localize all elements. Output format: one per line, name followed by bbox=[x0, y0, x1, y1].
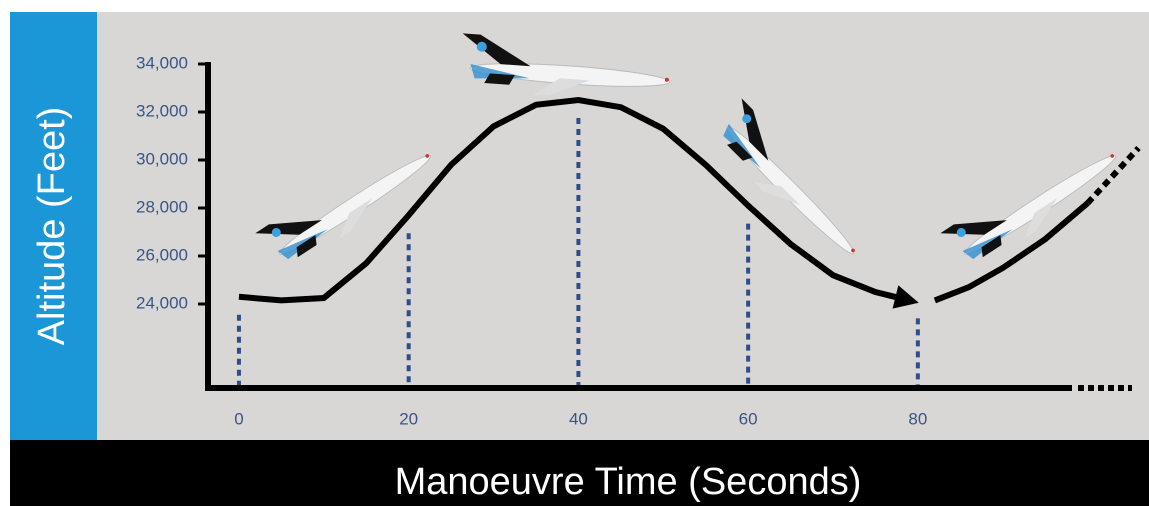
chart: Altitude (Feet) Manoeuvre Time (Seconds)… bbox=[0, 0, 1149, 506]
y-tick-label: 34,000 bbox=[136, 53, 188, 72]
y-tick-label: 28,000 bbox=[136, 197, 188, 216]
y-tick-label: 26,000 bbox=[136, 245, 188, 264]
y-tick-label: 32,000 bbox=[136, 101, 188, 120]
x-tick-label: 80 bbox=[908, 409, 927, 428]
y-tick-label: 24,000 bbox=[136, 293, 188, 312]
y-axis-label: Altitude (Feet) bbox=[31, 107, 73, 346]
y-tick-label: 30,000 bbox=[136, 149, 188, 168]
x-tick-label: 40 bbox=[569, 409, 588, 428]
x-tick-label: 60 bbox=[739, 409, 758, 428]
x-tick-label: 0 bbox=[234, 409, 243, 428]
x-axis-label: Manoeuvre Time (Seconds) bbox=[395, 461, 862, 503]
x-tick-label: 20 bbox=[399, 409, 418, 428]
